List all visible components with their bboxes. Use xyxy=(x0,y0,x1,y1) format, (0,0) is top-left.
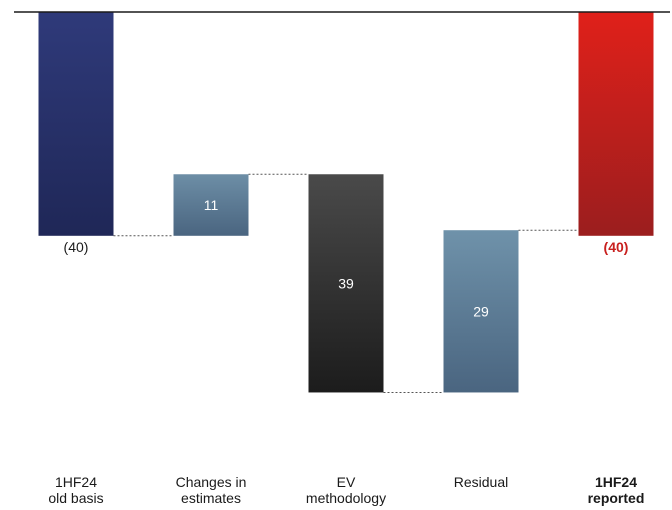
category-label-4: Residual xyxy=(454,474,508,490)
bar-4 xyxy=(443,230,519,393)
category-label-3: EV methodology xyxy=(306,474,386,506)
bar-1 xyxy=(38,12,114,236)
bar-value-label-5: (40) xyxy=(604,239,629,255)
connectors-layer xyxy=(113,173,579,393)
category-label-5: 1HF24 reported xyxy=(588,474,645,506)
bar-value-label-2: 11 xyxy=(204,197,219,213)
labels-layer: (40) 11 39 29 (40) xyxy=(64,197,629,319)
bar-2 xyxy=(173,174,249,236)
bars-layer xyxy=(38,12,654,393)
category-label-1: 1HF24 old basis xyxy=(48,474,103,506)
category-label-2: Changes in estimates xyxy=(176,474,247,506)
bar-value-label-4: 29 xyxy=(473,303,489,319)
bar-5 xyxy=(578,12,654,236)
bar-value-label-1: (40) xyxy=(64,239,89,255)
category-labels: 1HF24 old basis Changes in estimates EV metho… xyxy=(48,474,644,506)
bar-3 xyxy=(308,174,384,393)
bar-value-label-3: 39 xyxy=(338,275,354,291)
